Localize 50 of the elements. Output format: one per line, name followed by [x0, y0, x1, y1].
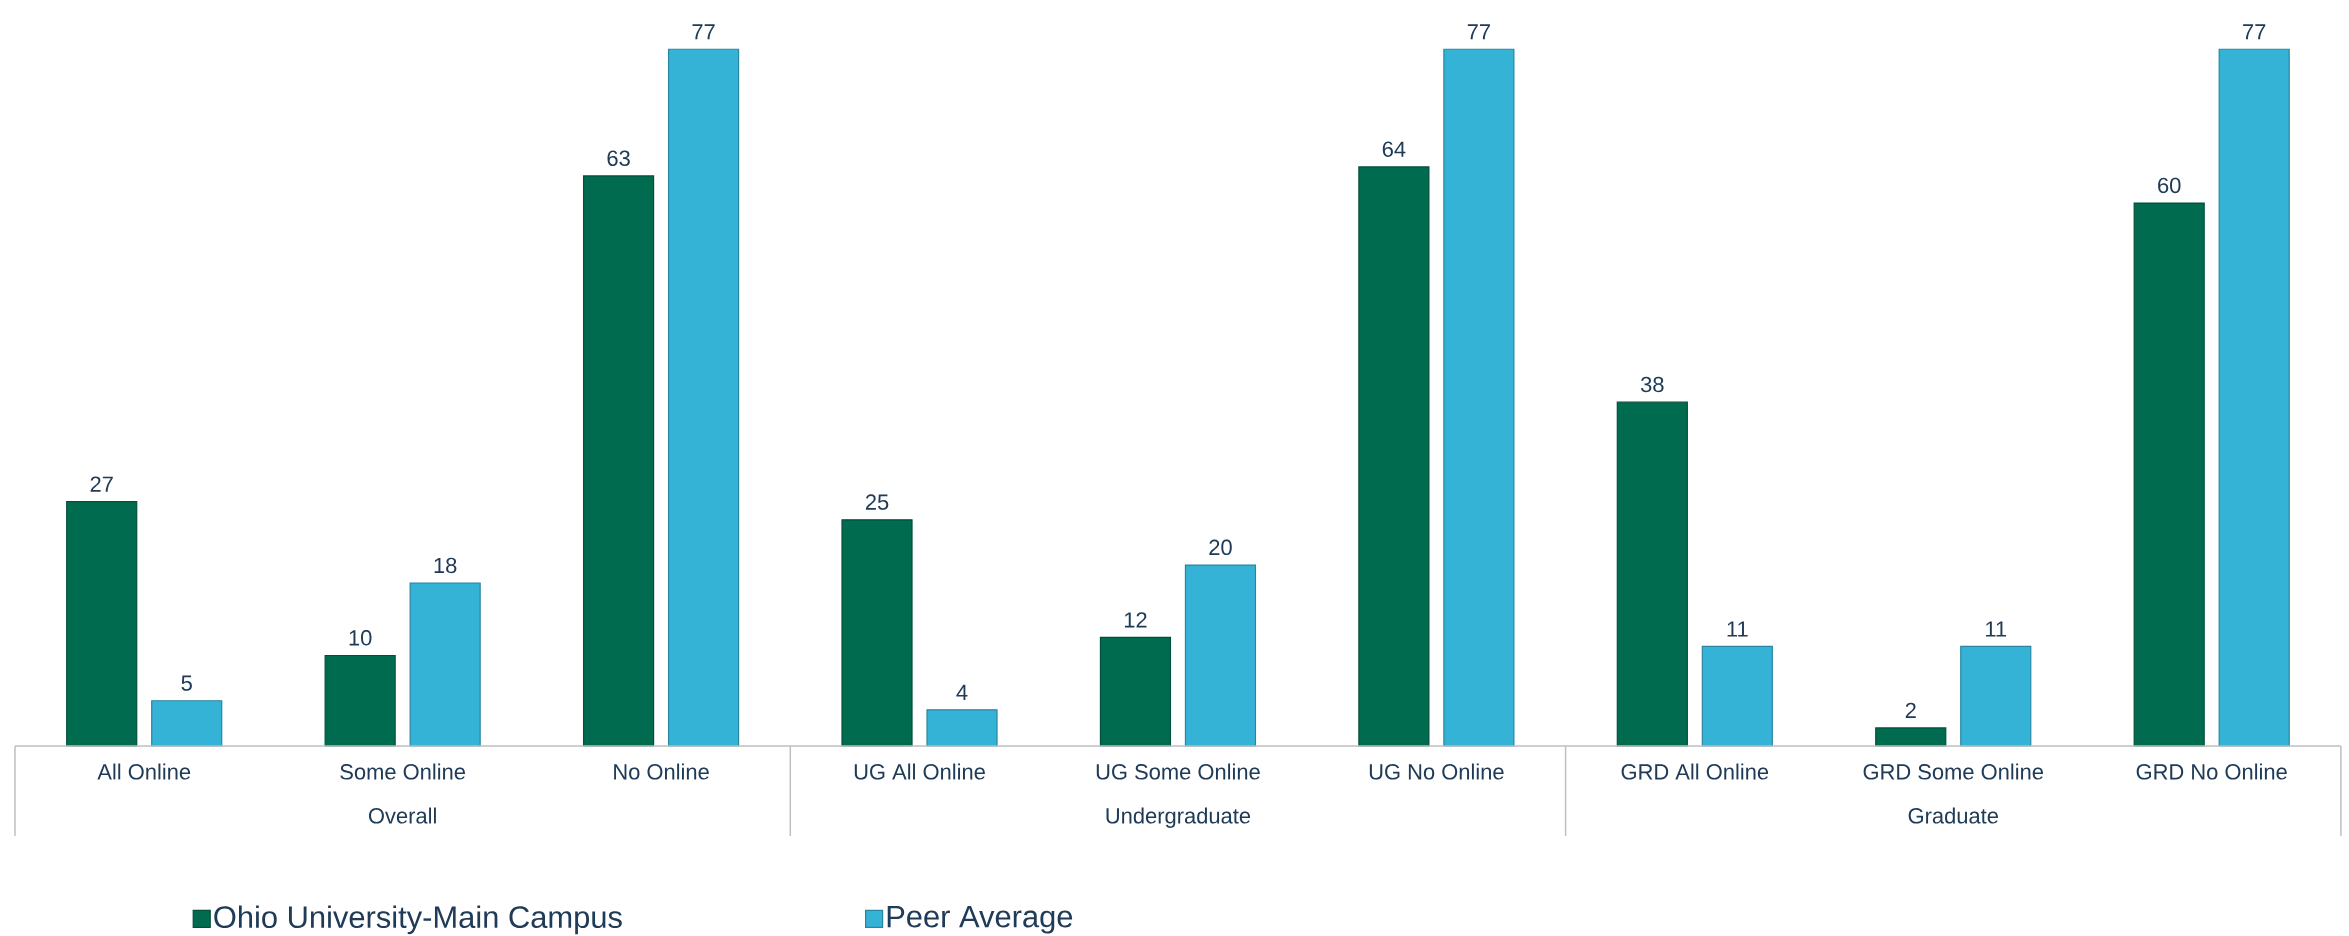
legend-label: Peer Average: [887, 905, 1073, 934]
x-tick-label: UG All Online: [854, 763, 985, 780]
data-label: 11: [1986, 621, 2007, 637]
bar: [841, 519, 913, 747]
bar: [1443, 48, 1515, 747]
bar: [2133, 202, 2205, 747]
data-label: 10: [349, 630, 372, 646]
bar: [1358, 166, 1430, 747]
bar: [66, 501, 138, 747]
x-tick-label: GRD Some Online: [1863, 763, 2043, 780]
data-label: 25: [865, 494, 889, 510]
x-tick-label: UG Some Online: [1096, 763, 1260, 780]
x-tick-label: GRD All Online: [1621, 763, 1769, 780]
data-label: 20: [1209, 539, 1232, 556]
text: Undergraduate: [1106, 807, 1251, 828]
bar: [2218, 48, 2290, 747]
bar: [1099, 636, 1172, 747]
x-tick-label: Some Online: [340, 763, 465, 780]
x-tick-label: GRD No Online: [2136, 763, 2287, 780]
bar: [324, 654, 396, 747]
data-label: 77: [2243, 24, 2266, 40]
data-label: 60: [2158, 177, 2181, 194]
bar: [1701, 645, 1773, 747]
bar: [1616, 401, 1688, 747]
data-label: 77: [692, 24, 715, 40]
x-tick-label: No Online: [614, 763, 709, 780]
bar: [1875, 727, 1947, 747]
bar: [926, 709, 998, 747]
bar: [667, 48, 740, 747]
bar: [582, 175, 655, 747]
data-label: 11: [1727, 621, 1748, 637]
data-label: 27: [90, 476, 113, 492]
data-label: 63: [607, 150, 630, 167]
data-label: 38: [1640, 376, 1664, 393]
data-label: 2: [1905, 702, 1916, 718]
text: Graduate: [1908, 807, 1998, 824]
data-label: 4: [956, 684, 968, 700]
data-label: 18: [434, 557, 457, 574]
data-label: 5: [181, 675, 192, 691]
bar: [409, 582, 481, 747]
legend-label: Ohio University-Main Campus: [214, 905, 622, 935]
x-tick-label: UG No Online: [1369, 763, 1504, 780]
data-label: 77: [1467, 24, 1490, 40]
bar: [1960, 645, 2032, 747]
data-label: 64: [1382, 141, 1406, 157]
text: Overall: [368, 807, 436, 824]
x-tick-label: All Online: [97, 763, 191, 780]
bar: [151, 700, 223, 747]
data-label: 12: [1124, 612, 1147, 628]
bar: [1184, 564, 1257, 747]
